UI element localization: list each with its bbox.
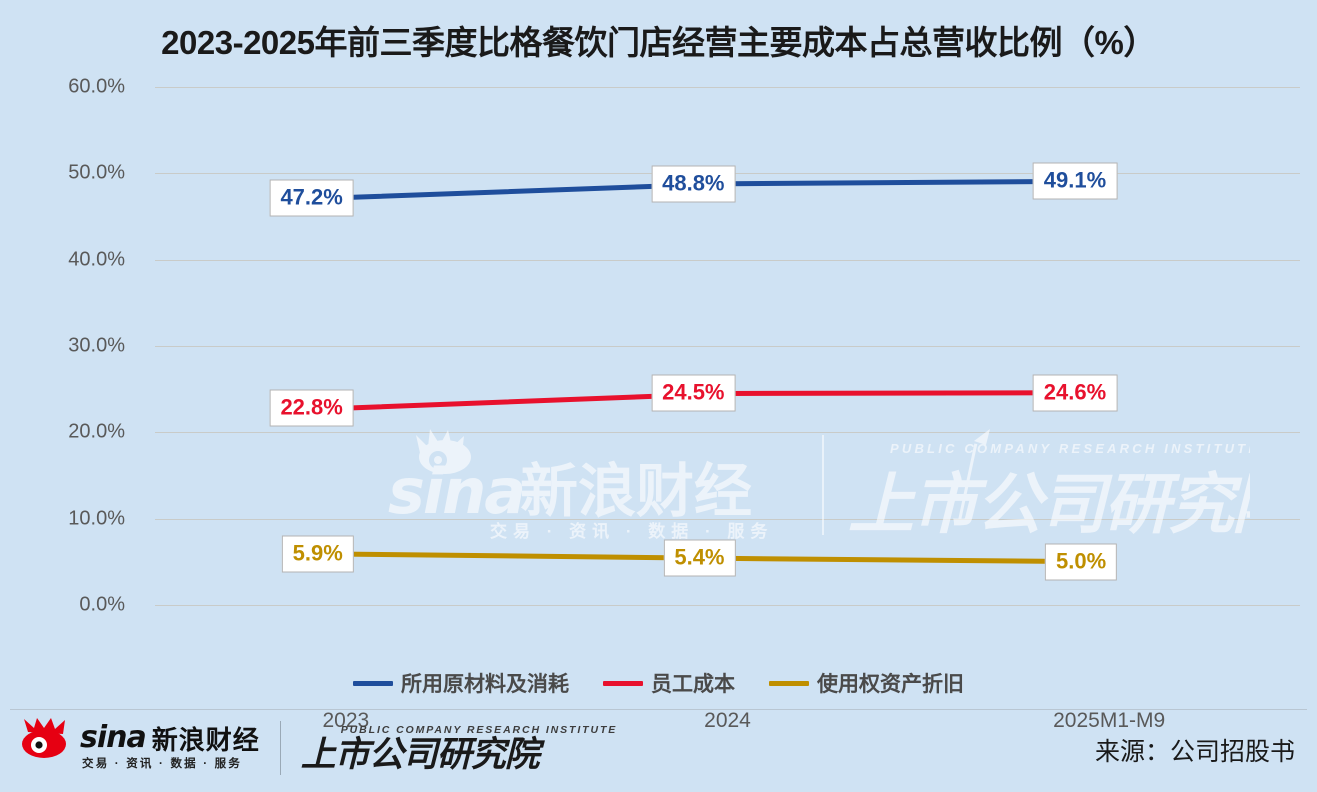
data-point-label: 24.5% <box>651 374 736 412</box>
y-axis-tick-label: 40.0% <box>68 248 125 271</box>
sina-eye-icon <box>18 718 70 777</box>
data-point-label: 5.4% <box>663 539 736 577</box>
sina-latin-word: sina <box>80 720 147 756</box>
x-axis-tick-label: 2025M1-M9 <box>1053 709 1166 732</box>
footer-divider <box>10 709 1307 710</box>
legend-label: 所用原材料及消耗 <box>401 673 569 696</box>
chart-legend: 所用原材料及消耗 员工成本 使用权资产折旧 <box>0 668 1317 698</box>
gridline <box>155 346 1300 347</box>
y-axis-tick-label: 30.0% <box>68 334 125 357</box>
gridline <box>155 87 1300 88</box>
data-point-label: 5.9% <box>281 535 354 573</box>
x-axis-tick-label: 2024 <box>704 709 751 732</box>
data-point-label: 24.6% <box>1032 374 1118 412</box>
sina-wordmark-row: sina 新浪财经 <box>80 720 260 756</box>
gridline <box>155 518 1300 520</box>
gridline <box>155 259 1300 261</box>
data-point-label: 5.0% <box>1045 543 1118 581</box>
legend-line-icon <box>603 680 643 686</box>
sina-tagline: 交易 · 资讯 · 数据 · 服务 <box>82 757 243 770</box>
y-axis-tick-label: 60.0% <box>68 75 125 98</box>
pcri-chinese-label: 上市公司研究院 <box>300 734 540 774</box>
legend-label: 使用权资产折旧 <box>817 673 964 696</box>
sina-wordmark: sina 新浪财经 交易 · 资讯 · 数据 · 服务 <box>80 720 260 771</box>
pcri-logo: PUBLIC COMPANY RESEARCH INSTITUTE 上市公司研究… <box>301 724 617 772</box>
legend-line-icon <box>353 680 393 686</box>
gridline <box>155 432 1300 434</box>
x-axis-tick-label: 2023 <box>322 709 370 732</box>
footer: sina 新浪财经 交易 · 资讯 · 数据 · 服务 PUBLIC COMPA… <box>0 710 1317 792</box>
sina-chinese-word: 新浪财经 <box>151 724 260 755</box>
source-note: 来源：公司招股书 <box>1094 738 1295 766</box>
brand-logos: sina 新浪财经 交易 · 资讯 · 数据 · 服务 PUBLIC COMPA… <box>18 718 617 777</box>
legend-line-icon <box>769 680 809 686</box>
y-axis-tick-label: 50.0% <box>68 161 125 184</box>
brand-divider <box>279 720 281 775</box>
pcri-english-label: PUBLIC COMPANY RESEARCH INSTITUTE <box>340 723 618 736</box>
data-point-label: 49.1% <box>1032 162 1118 200</box>
data-point-label: 48.8% <box>651 165 736 203</box>
chart-title: 2023-2025年前三季度比格餐饮门店经营主要成本占总营收比例（%） <box>161 24 1156 61</box>
y-axis-tick-label: 10.0% <box>68 507 125 530</box>
y-axis-tick-label: 0.0% <box>79 593 125 616</box>
gridline <box>155 605 1300 606</box>
legend-item[interactable]: 使用权资产折旧 <box>769 668 964 698</box>
data-point-label: 47.2% <box>269 179 354 216</box>
legend-label: 员工成本 <box>651 673 735 696</box>
data-point-label: 22.8% <box>269 389 354 427</box>
legend-item[interactable]: 所用原材料及消耗 <box>353 668 569 698</box>
plot-area: sina 新浪财经 交易 · 资讯 · 数据 · 服务 PUBLIC COMPA… <box>68 76 1310 733</box>
legend-item[interactable]: 员工成本 <box>603 668 735 698</box>
y-axis-tick-label: 20.0% <box>68 420 125 443</box>
